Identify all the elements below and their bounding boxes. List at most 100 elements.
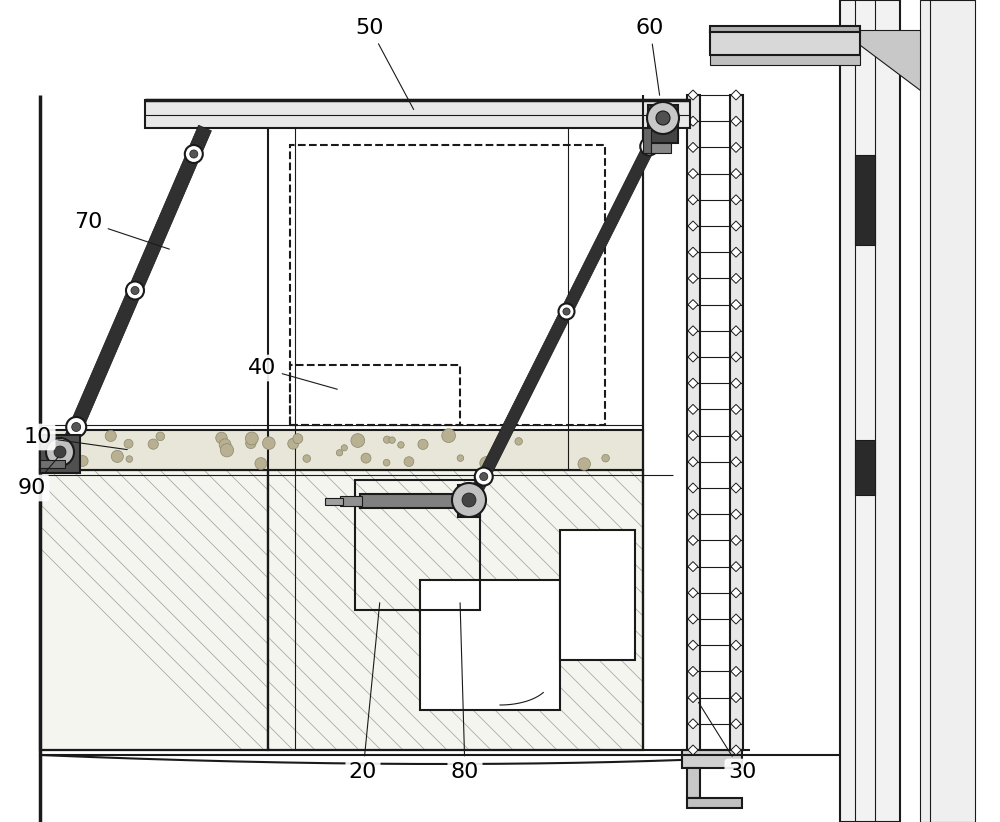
Bar (651, 143, 671, 153)
Circle shape (54, 446, 66, 458)
Circle shape (185, 145, 203, 163)
Circle shape (72, 423, 81, 432)
Circle shape (288, 438, 299, 449)
Polygon shape (731, 667, 741, 677)
Circle shape (190, 150, 198, 158)
Circle shape (66, 417, 86, 437)
Polygon shape (731, 169, 741, 178)
Circle shape (156, 432, 165, 441)
Polygon shape (688, 404, 698, 414)
Bar (290, 145, 605, 425)
Bar (687, 95, 700, 750)
Circle shape (245, 432, 258, 445)
Polygon shape (731, 378, 741, 388)
Polygon shape (688, 457, 698, 467)
Polygon shape (731, 614, 741, 624)
Polygon shape (731, 535, 741, 546)
Bar (682, 750, 742, 768)
Polygon shape (840, 30, 920, 90)
Polygon shape (731, 718, 741, 729)
Polygon shape (731, 326, 741, 336)
Polygon shape (688, 221, 698, 231)
Bar (648, 105, 678, 143)
Text: 80: 80 (451, 603, 479, 782)
Circle shape (558, 303, 574, 320)
Polygon shape (731, 431, 741, 441)
Bar (360, 494, 465, 508)
Circle shape (475, 468, 493, 486)
Circle shape (46, 438, 74, 466)
Circle shape (131, 286, 139, 294)
Polygon shape (688, 299, 698, 310)
Circle shape (602, 455, 609, 462)
Bar (40, 435, 80, 473)
Circle shape (457, 455, 464, 461)
Bar (290, 365, 460, 425)
Circle shape (640, 137, 658, 155)
Circle shape (220, 444, 234, 457)
Circle shape (126, 281, 144, 299)
Polygon shape (688, 431, 698, 441)
Polygon shape (731, 352, 741, 362)
Circle shape (398, 441, 404, 448)
Polygon shape (688, 352, 698, 362)
Circle shape (216, 432, 227, 444)
Circle shape (293, 434, 303, 444)
Circle shape (148, 439, 158, 450)
Polygon shape (731, 509, 741, 520)
Circle shape (303, 455, 311, 462)
Polygon shape (688, 169, 698, 178)
Polygon shape (731, 693, 741, 703)
Text: 10: 10 (24, 427, 127, 450)
Bar (855, 155, 875, 245)
Polygon shape (463, 113, 670, 510)
Circle shape (418, 439, 428, 450)
Bar (560, 530, 635, 660)
Circle shape (263, 436, 275, 450)
Polygon shape (688, 561, 698, 571)
Bar (325, 498, 343, 505)
Bar (268, 470, 643, 750)
Polygon shape (688, 378, 698, 388)
Circle shape (578, 458, 590, 470)
Circle shape (47, 454, 59, 465)
Bar (355, 480, 480, 610)
Circle shape (480, 456, 493, 469)
Circle shape (563, 308, 570, 315)
Bar (458, 485, 480, 517)
Bar (40, 470, 268, 750)
Circle shape (442, 429, 456, 442)
Polygon shape (688, 588, 698, 598)
Text: 70: 70 (74, 212, 169, 249)
Polygon shape (688, 90, 698, 100)
Circle shape (105, 431, 116, 441)
Circle shape (341, 445, 347, 451)
Text: 60: 60 (636, 18, 664, 95)
Polygon shape (731, 640, 741, 650)
Polygon shape (688, 195, 698, 205)
Polygon shape (688, 326, 698, 336)
Polygon shape (688, 745, 698, 755)
Polygon shape (688, 667, 698, 677)
Circle shape (77, 455, 88, 466)
Circle shape (389, 436, 395, 443)
Circle shape (383, 459, 390, 466)
Circle shape (255, 458, 267, 469)
Polygon shape (731, 404, 741, 414)
Circle shape (111, 450, 123, 463)
Circle shape (219, 439, 231, 450)
Circle shape (656, 111, 670, 125)
Circle shape (480, 473, 488, 481)
Circle shape (647, 102, 679, 134)
Circle shape (645, 142, 653, 150)
Polygon shape (731, 561, 741, 571)
Text: 20: 20 (349, 603, 380, 782)
Bar (855, 440, 875, 495)
Polygon shape (688, 142, 698, 152)
Circle shape (383, 436, 391, 443)
Circle shape (336, 450, 343, 456)
Circle shape (404, 457, 414, 467)
Polygon shape (731, 116, 741, 127)
Bar (710, 26, 860, 32)
Polygon shape (731, 142, 741, 152)
